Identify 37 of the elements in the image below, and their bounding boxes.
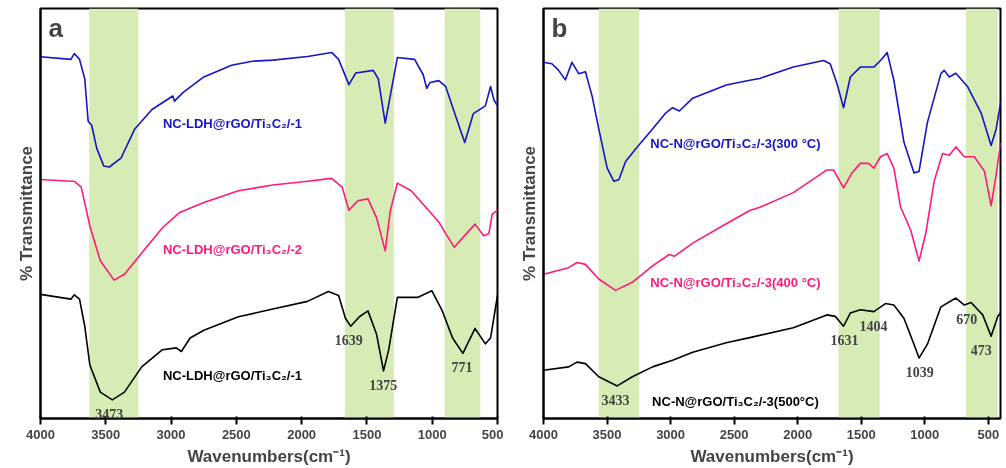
annotation: 1375	[369, 377, 398, 393]
series-label: NC-LDH@rGO/Ti₃C₂/-2	[162, 241, 302, 257]
x-axis-title: Wavenumbers(cm⁻¹)	[690, 446, 854, 466]
x-tick-label: 3000	[156, 426, 186, 442]
series-label: NC-N@rGO/Ti₃C₂/-3(300 °C)	[650, 136, 821, 152]
x-tick-label: 3500	[592, 426, 622, 442]
x-tick-label: 2000	[287, 426, 317, 442]
x-tick-label: 2000	[783, 426, 813, 442]
y-axis-title: % Transmittance	[519, 145, 539, 282]
chart-title: b	[551, 12, 568, 43]
x-tick-label: 500	[481, 426, 504, 442]
annotation: 1404	[859, 318, 888, 334]
annotation: 670	[956, 312, 978, 328]
annotation: 3433	[601, 392, 630, 408]
series-label: NC-LDH@rGO/Ti₃C₂/-1	[162, 116, 302, 132]
annotation: 1631	[830, 333, 859, 349]
x-tick-label: 2500	[221, 426, 251, 442]
annotation: 473	[970, 343, 992, 359]
x-tick-label: 3000	[656, 426, 686, 442]
x-tick-label: 2500	[719, 426, 749, 442]
annotation: 1639	[334, 333, 363, 349]
series-label: NC-N@rGO/Ti₃C₂/-3(500°C)	[652, 393, 819, 409]
chart-title: a	[48, 12, 64, 43]
x-tick-label: 1500	[846, 426, 876, 442]
y-axis-title: % Transmittance	[16, 145, 36, 282]
series-label: NC-LDH@rGO/Ti₃C₂/-1	[162, 367, 302, 383]
annotation: 771	[451, 360, 473, 376]
x-axis-title: Wavenumbers(cm⁻¹)	[187, 446, 351, 466]
annotation: 1039	[905, 365, 934, 381]
x-tick-label: 4000	[26, 426, 55, 442]
x-tick-label: 3500	[91, 426, 121, 442]
x-tick-label: 1000	[910, 426, 940, 442]
x-tick-label: 4000	[529, 426, 558, 442]
series-label: NC-N@rGO/Ti₃C₂/-3(400 °C)	[650, 274, 821, 290]
x-tick-label: 500	[977, 426, 1000, 442]
x-tick-label: 1000	[417, 426, 447, 442]
x-tick-label: 1500	[352, 426, 382, 442]
